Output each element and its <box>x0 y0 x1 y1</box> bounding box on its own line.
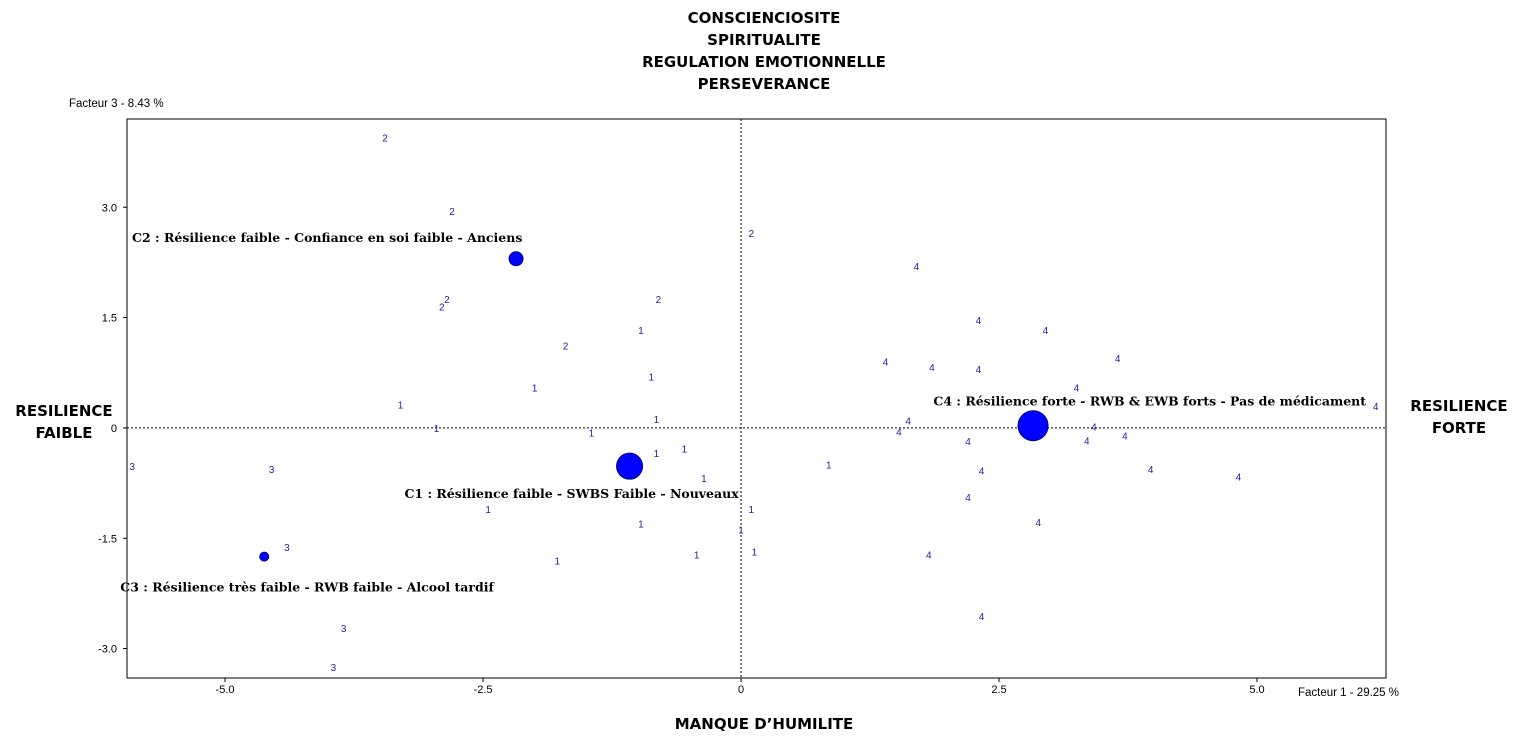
y-tick-label: -1.5 <box>98 533 117 545</box>
pole-top-line-3: REGULATION EMOTIONNELLE <box>642 53 886 71</box>
point-label-class-1: 1 <box>589 428 595 439</box>
point-label-class-4: 4 <box>905 417 911 428</box>
point-label-class-4: 4 <box>1236 472 1242 483</box>
x-tick-label: 5.0 <box>1249 684 1264 696</box>
pole-right-line-1: RESILIENCE <box>1410 397 1508 415</box>
centroid-label-c2: C1 : Résilience faible - SWBS Faible - N… <box>404 486 739 501</box>
centroid-label-c4: C4 : Résilience forte - RWB & EWB forts … <box>933 394 1366 409</box>
point-label-class-1: 1 <box>681 445 687 456</box>
pole-top-line-4: PERSEVERANCE <box>697 75 831 93</box>
point-label-class-4: 4 <box>1115 354 1121 365</box>
pole-bottom-line-1: MANQUE D’HUMILITE <box>674 715 854 733</box>
point-label-class-4: 4 <box>1122 431 1128 442</box>
y-tick-label: 1.5 <box>102 313 117 325</box>
point-label-class-3: 3 <box>284 543 290 554</box>
pole-label-left: RESILIENCE FAIBLE <box>0 400 128 444</box>
point-label-class-4: 4 <box>1035 518 1041 529</box>
point-label-class-1: 1 <box>485 505 491 516</box>
point-label-class-1: 1 <box>701 474 707 485</box>
point-label-class-2: 2 <box>449 207 455 218</box>
point-label-class-4: 4 <box>979 612 985 623</box>
pole-label-bottom: MANQUE D’HUMILITE <box>464 713 1064 735</box>
pole-right-line-2: FORTE <box>1431 419 1487 437</box>
point-label-class-3: 3 <box>331 663 337 674</box>
point-label-class-4: 4 <box>1373 402 1379 413</box>
reference-lines <box>127 119 1386 678</box>
point-label-class-4: 4 <box>929 363 935 374</box>
point-label-class-1: 1 <box>638 326 644 337</box>
centroid-label-c3: C3 : Résilience très faible - RWB faible… <box>120 580 495 595</box>
centroid-marker-c2 <box>616 452 644 480</box>
point-label-class-2: 2 <box>749 229 755 240</box>
x-axis-title: Facteur 1 - 29.25 % <box>1298 687 1399 699</box>
pole-top-line-1: CONSCIENCIOSITE <box>687 9 841 27</box>
point-label-class-4: 4 <box>1148 465 1154 476</box>
point-label-class-1: 1 <box>749 505 755 516</box>
point-label-class-1: 1 <box>398 400 404 411</box>
point-label-class-2: 2 <box>563 342 569 353</box>
point-label-class-1: 1 <box>434 424 440 435</box>
point-label-class-1: 1 <box>738 525 744 536</box>
point-label-class-4: 4 <box>965 437 971 448</box>
centroid-marker-c1 <box>508 251 524 267</box>
axis-ticks: -5.0 -2.5 0 2.5 5.0 -3.0 -1.5 0 1.5 3.0 <box>98 202 1265 696</box>
point-label-class-1: 1 <box>752 547 758 558</box>
point-label-class-1: 1 <box>532 383 538 394</box>
point-label-class-1: 1 <box>648 372 654 383</box>
point-label-class-4: 4 <box>926 550 932 561</box>
point-label-class-1: 1 <box>638 520 644 531</box>
x-tick-label: -2.5 <box>474 684 493 696</box>
y-tick-label: -3.0 <box>98 644 117 656</box>
plot-frame <box>126 118 1387 679</box>
x-tick-label: -5.0 <box>216 684 235 696</box>
centroid-label-c1: C2 : Résilience faible - Confiance en so… <box>132 230 522 245</box>
point-label-class-3: 3 <box>269 465 275 476</box>
point-label-class-2: 2 <box>439 303 445 314</box>
pole-label-right: RESILIENCE FORTE <box>1390 395 1528 439</box>
y-tick-label: 3.0 <box>102 202 117 214</box>
point-label-class-1: 1 <box>555 556 561 567</box>
point-label-class-2: 2 <box>656 295 662 306</box>
point-label-class-4: 4 <box>965 493 971 504</box>
point-label-class-1: 1 <box>826 461 832 472</box>
pole-top-line-2: SPIRITUALITE <box>707 31 821 49</box>
pole-left-line-1: RESILIENCE <box>15 402 113 420</box>
point-label-class-1: 1 <box>694 550 700 561</box>
pole-label-top: CONSCIENCIOSITE SPIRITUALITE REGULATION … <box>464 7 1064 95</box>
point-label-class-3: 3 <box>341 624 347 635</box>
point-label-class-4: 4 <box>1091 422 1097 433</box>
y-axis-title: Facteur 3 - 8.43 % <box>69 98 164 110</box>
point-label-class-1: 1 <box>654 415 660 426</box>
point-label-class-4: 4 <box>1074 383 1080 394</box>
point-label-class-3: 3 <box>129 462 135 473</box>
point-label-class-2: 2 <box>444 295 450 306</box>
point-label-class-4: 4 <box>1043 326 1049 337</box>
point-label-class-4: 4 <box>1084 436 1090 447</box>
point-label-class-4: 4 <box>979 467 985 478</box>
cluster-centroids: C2 : Résilience faible - Confiance en so… <box>120 230 1366 595</box>
point-label-class-1: 1 <box>654 449 660 460</box>
point-label-class-4: 4 <box>896 428 902 439</box>
point-label-class-4: 4 <box>976 316 982 327</box>
centroid-marker-c4 <box>1017 410 1049 442</box>
x-tick-label: 2.5 <box>991 684 1006 696</box>
point-label-class-4: 4 <box>883 358 889 369</box>
x-tick-label: 0 <box>738 684 744 696</box>
point-label-class-2: 2 <box>382 133 388 144</box>
point-label-class-4: 4 <box>976 365 982 376</box>
pole-left-line-2: FAIBLE <box>35 424 93 442</box>
y-tick-label: 0 <box>111 423 117 435</box>
point-label-class-4: 4 <box>914 262 920 273</box>
centroid-marker-c3 <box>259 551 270 562</box>
